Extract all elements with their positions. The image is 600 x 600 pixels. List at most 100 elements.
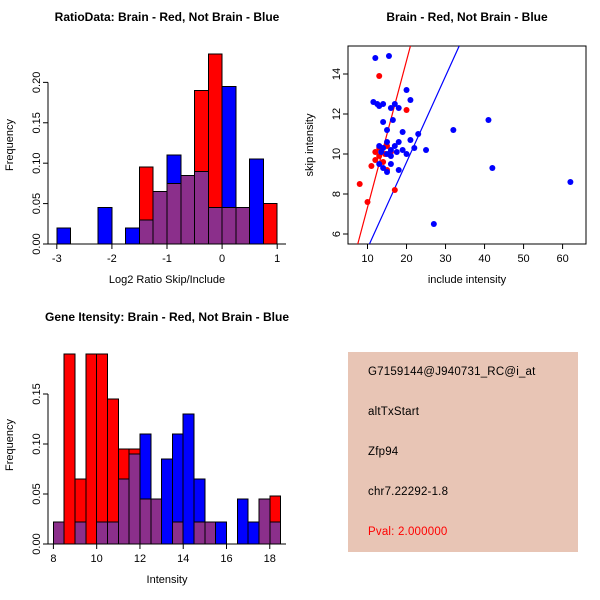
hist-bar-blue [193, 478, 206, 523]
scatter-point-blue [407, 137, 414, 143]
scatter-point-blue [395, 139, 402, 145]
hist-bar-blue [182, 413, 195, 545]
scatter-point-blue [391, 143, 398, 149]
scatter-point-blue [407, 97, 414, 103]
x-tick-label: 12 [134, 553, 146, 565]
hist-bar-overlap [235, 207, 251, 245]
hist-bar-overlap [152, 190, 168, 245]
intensity-scatter-panel: Brain - Red, Not Brain - Blue 10 20 30 40 50 6… [304, 10, 587, 286]
hist-bar-red [107, 398, 119, 523]
gene-info-box: G7159144@J940731_RC@i_at altTxStart Zfp9… [348, 352, 578, 552]
y-tick-label: 14 [331, 68, 343, 80]
hist-bar-overlap [150, 498, 163, 545]
hist-bar-red [117, 448, 130, 480]
hist-bar-red [207, 53, 223, 209]
scatter-point-blue [376, 161, 383, 167]
hist-bar-blue [221, 85, 237, 209]
hist-bar-overlap [269, 521, 282, 545]
hist-bar-overlap [171, 521, 184, 545]
scatter-point-blue [399, 129, 406, 135]
hist-bar-red [128, 448, 141, 455]
scatter-point-blue [389, 117, 396, 123]
y-tick-label: 0.15 [31, 112, 43, 133]
hist-bar-red [85, 353, 98, 545]
scatter-point-blue [387, 147, 394, 153]
scatter-point-blue [387, 153, 394, 159]
hist-bar-overlap [258, 498, 271, 545]
x-tick-label: 10 [361, 253, 373, 265]
scatter-point-blue [384, 169, 391, 175]
x-tick-label: 50 [517, 253, 529, 265]
x-tick-label: 20 [400, 253, 412, 265]
x-tick-label: 40 [478, 253, 490, 265]
hist-bar-overlap [117, 478, 130, 545]
scatter-point-blue [380, 145, 387, 151]
scatter-point-red [368, 163, 375, 169]
y-tick-label: 12 [331, 108, 343, 120]
scatter-point-blue [380, 119, 387, 125]
y-tick-label: 0.10 [31, 152, 43, 173]
y-axis-label: Frequency [4, 119, 16, 171]
pval-text: Pval: 2.000000 [368, 526, 448, 538]
scatter-point-blue [387, 161, 394, 167]
hist-bar-blue [139, 433, 152, 500]
histogram-bars [56, 53, 278, 245]
scatter-point-blue [384, 127, 391, 133]
fit-line [357, 46, 412, 244]
hist-bar-blue [166, 154, 182, 184]
y-tick-label: 0.20 [31, 72, 43, 93]
hist-bar-blue [97, 207, 113, 245]
hist-bar-blue [56, 227, 72, 245]
scatter-point-red [356, 181, 363, 187]
scatter-point-blue [485, 117, 492, 123]
x-tick-label: 60 [556, 253, 568, 265]
scatter-point-blue [380, 101, 387, 107]
info-panel: G7159144@J940731_RC@i_at altTxStart Zfp9… [300, 300, 600, 600]
chart-title: Gene Itensity: Brain - Red, Not Brain - … [45, 310, 289, 324]
scatter-point-red [391, 187, 398, 193]
chart-title: RatioData: Brain - Red, Not Brain - Blue [55, 10, 280, 24]
histogram-bars [52, 353, 282, 545]
event-type-text: altTxStart [368, 406, 420, 418]
scatter-point-blue [387, 105, 394, 111]
hist-bar-blue [236, 498, 249, 545]
hist-bar-blue [215, 521, 228, 545]
x-tick-label: 18 [264, 553, 276, 565]
hist-bar-overlap [166, 182, 182, 245]
scatter-point-blue [393, 149, 400, 155]
x-tick-label: -2 [107, 253, 117, 265]
y-tick-label: 0.05 [31, 483, 43, 504]
hist-bar-overlap [107, 521, 119, 545]
hist-bar-overlap [207, 207, 223, 245]
gene-name-text: Zfp94 [368, 446, 399, 458]
scatter-point-red [376, 73, 383, 79]
scatter-point-blue [403, 151, 410, 157]
scatter-point-blue [489, 165, 496, 171]
y-axis-label: Frequency [4, 419, 16, 471]
x-axis-label: include intensity [428, 274, 507, 286]
hist-bar-red [269, 495, 282, 523]
x-tick-label: -1 [162, 253, 172, 265]
scatter-point-red [372, 149, 379, 155]
y-tick-label: 0.15 [31, 383, 43, 404]
hist-bar-overlap [96, 521, 108, 545]
hist-bar-red [74, 478, 87, 523]
x-tick-label: 14 [177, 553, 189, 565]
y-tick-label: 6 [331, 231, 343, 237]
scatter-point-blue [391, 101, 398, 107]
scatter-point-red [372, 157, 379, 163]
x-axis-label: Intensity [147, 574, 188, 586]
scatter-point-red [364, 199, 371, 205]
scatter-point-blue [411, 145, 418, 151]
hist-bar-overlap [128, 453, 141, 545]
scatter-point-blue [372, 55, 379, 61]
hist-bar-overlap [204, 521, 217, 545]
scatter-point-blue [395, 105, 402, 111]
x-tick-label: 1 [274, 253, 280, 265]
scatter-point-blue [380, 165, 387, 171]
location-text: chr7.22292-1.8 [368, 486, 449, 498]
hist-bar-blue [247, 521, 260, 545]
hist-bar-blue [161, 458, 173, 545]
hist-bar-overlap [194, 170, 209, 245]
x-tick-label: -3 [52, 253, 62, 265]
